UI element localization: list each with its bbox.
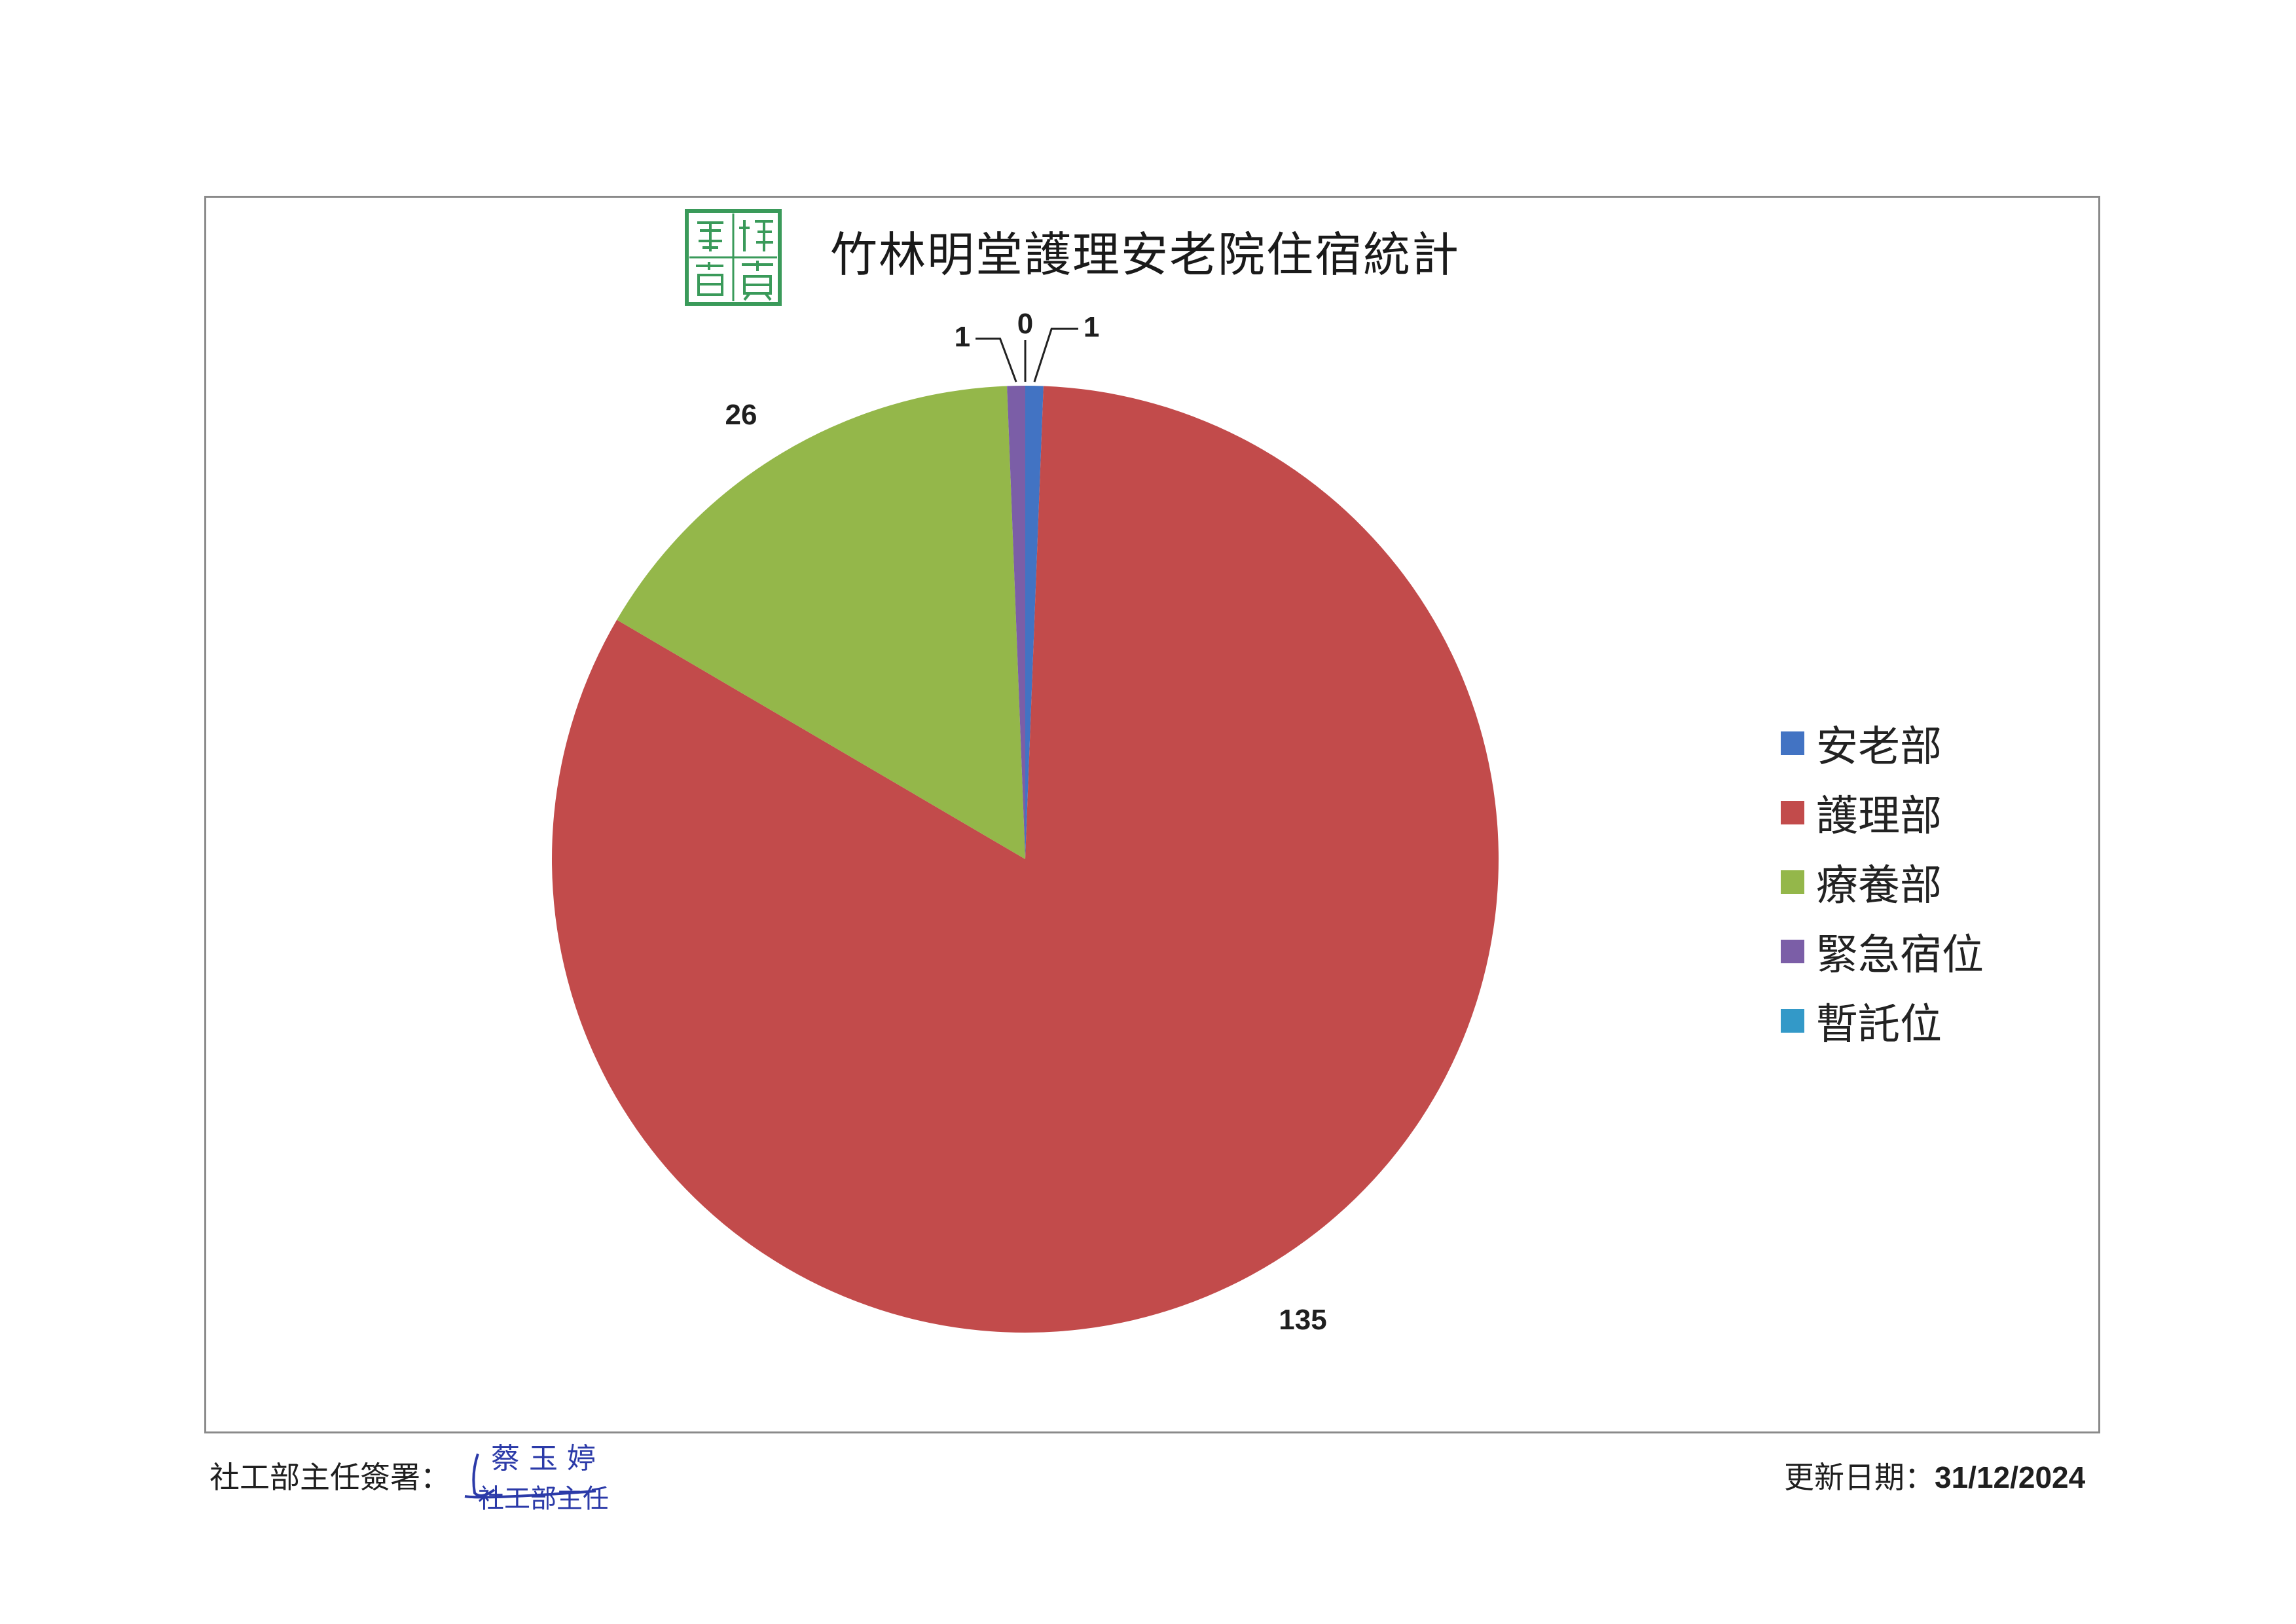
legend-label: 安老部 <box>1816 723 1942 771</box>
legend-item: 護理部 <box>1781 778 1984 847</box>
legend-label: 護理部 <box>1816 792 1942 841</box>
leader-line-3 <box>975 337 1017 382</box>
pie-slice-1 <box>552 386 1499 1333</box>
data-label-0: 1 <box>1084 311 1099 343</box>
signature-name: 蔡 玉 婷 <box>491 1442 596 1475</box>
legend-item: 緊急宿位 <box>1781 917 1984 986</box>
legend-swatch <box>1781 801 1804 824</box>
legend-item: 暫託位 <box>1781 986 1984 1056</box>
data-label-3: 1 <box>955 321 970 353</box>
chart-frame <box>204 196 2100 1433</box>
pie-slice-3 <box>1007 386 1025 859</box>
legend-label: 緊急宿位 <box>1816 931 1984 980</box>
seal-stamp <box>685 209 782 306</box>
handwritten-signature: 蔡 玉 婷 社工部主任 <box>464 1442 609 1514</box>
date-label: 更新日期： <box>1784 1460 1935 1495</box>
signature-title: 社工部主任 <box>478 1484 609 1514</box>
legend-swatch <box>1781 1009 1804 1033</box>
chart-title: 竹林明堂護理安老院住宿統計 <box>830 227 1461 282</box>
chart-legend: 安老部護理部療養部緊急宿位暫託位 <box>1781 709 1984 1056</box>
legend-item: 安老部 <box>1781 709 1984 778</box>
legend-swatch <box>1781 940 1804 963</box>
signature-area: 社工部主任簽署： <box>210 1454 450 1497</box>
legend-item: 療養部 <box>1781 847 1984 917</box>
pie-slice-2 <box>617 386 1025 859</box>
legend-label: 療養部 <box>1816 862 1942 910</box>
pie-slice-0 <box>1025 386 1044 859</box>
data-label-2: 26 <box>725 399 757 431</box>
data-label-1: 135 <box>1279 1304 1326 1336</box>
leader-line-0 <box>1033 327 1078 382</box>
update-date: 更新日期：31/12/2024 <box>1784 1454 2085 1497</box>
legend-label: 暫託位 <box>1816 1001 1942 1049</box>
signature-label: 社工部主任簽署： <box>210 1460 450 1495</box>
legend-swatch <box>1781 731 1804 755</box>
legend-swatch <box>1781 870 1804 894</box>
date-value: 31/12/2024 <box>1935 1460 2086 1494</box>
data-label-4: 0 <box>1017 308 1033 340</box>
